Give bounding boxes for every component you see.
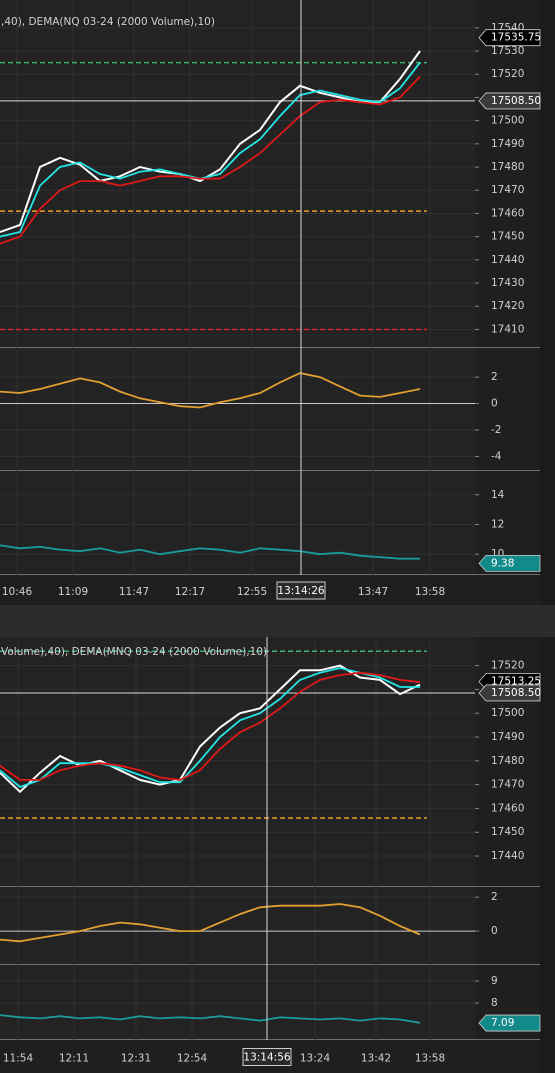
chart-title: ,40), DEMA(NQ 03-24 (2000 Volume),10)	[1, 16, 215, 28]
x-tick-label: 12:31	[121, 1053, 151, 1065]
y-tick-label: 17420	[491, 300, 524, 312]
price-label-box	[478, 1014, 541, 1032]
indicator-line	[0, 903, 421, 943]
y-tick-label: 17500	[491, 707, 524, 719]
y-tick-label: 17460	[491, 207, 524, 219]
x-tick-label: 12:55	[237, 586, 267, 598]
y-tick-label: 0	[491, 925, 498, 937]
x-tick-label: 12:11	[59, 1053, 89, 1065]
y-tick-label: 2	[491, 891, 498, 903]
x-tick-label: 11:09	[58, 586, 88, 598]
indicator-line	[0, 50, 421, 233]
indicator-line	[0, 544, 420, 560]
y-tick-label: 17520	[491, 660, 524, 672]
y-tick-label: -2	[491, 424, 501, 436]
crosshair-label: 13:14:26	[277, 585, 324, 597]
y-tick-label: 0	[491, 398, 498, 410]
y-tick-label: 9	[491, 975, 498, 987]
panel-bg	[0, 887, 475, 965]
price-label-box	[478, 92, 541, 110]
y-tick-label: 17440	[491, 850, 524, 862]
indicator-line	[0, 671, 421, 781]
panel-bg	[0, 348, 475, 471]
time-axis	[0, 575, 540, 605]
indicator-line	[0, 75, 421, 245]
crosshair-box	[276, 581, 326, 600]
price-label: 17508.50	[491, 95, 541, 107]
x-tick-label: 11:47	[119, 586, 149, 598]
indicator-line	[0, 372, 421, 409]
y-tick-label: 8	[491, 997, 498, 1009]
x-tick-label: 13:42	[361, 1053, 391, 1065]
y-tick-label: 12	[491, 518, 504, 530]
price-label: 9.38	[491, 557, 514, 569]
price-label: 17508.50	[491, 687, 541, 699]
y-tick-label: 17470	[491, 184, 524, 196]
panel-bg	[0, 0, 475, 348]
axis-bg	[475, 887, 540, 965]
x-tick-label: 12:17	[175, 586, 205, 598]
x-tick-label: 13:47	[358, 586, 388, 598]
x-tick-label: 12:54	[177, 1053, 208, 1065]
indicator-line	[0, 664, 421, 794]
panel-bg	[0, 965, 475, 1040]
price-label-box	[478, 555, 541, 572]
chart-title: Volume),40), DEMA(MNQ 03-24 (2000 Volume…	[1, 646, 267, 658]
y-tick-label: 17410	[491, 323, 524, 335]
y-tick-label: 17440	[491, 254, 524, 266]
price-label: 17535.75	[491, 32, 541, 44]
y-tick-label: 17500	[491, 115, 524, 127]
y-tick-label: 17470	[491, 779, 524, 791]
axis-bg	[475, 0, 540, 348]
price-label: 7.09	[491, 1017, 514, 1029]
indicator-line	[0, 667, 420, 789]
crosshair-box	[242, 1048, 292, 1066]
y-tick-label: 17430	[491, 277, 524, 289]
price-label-box	[478, 29, 541, 47]
y-tick-label: 14	[491, 489, 505, 501]
y-tick-label: 17480	[491, 161, 524, 173]
x-tick-label: 10:46	[2, 586, 33, 598]
indicator-line	[0, 1014, 421, 1024]
y-tick-label: 2	[491, 371, 498, 383]
y-tick-label: 17480	[491, 755, 524, 767]
axis-bg	[475, 348, 540, 471]
indicator-line	[0, 62, 421, 238]
x-tick-label: 13:24	[300, 1053, 331, 1065]
crosshair-label: 13:14:56	[243, 1052, 290, 1064]
x-tick-label: 13:58	[415, 1053, 445, 1065]
separator	[0, 605, 555, 637]
y-tick-label: -4	[491, 450, 502, 462]
y-tick-label: 17490	[491, 138, 524, 150]
price-label-box	[478, 684, 541, 702]
x-tick-label: 11:54	[3, 1053, 34, 1065]
y-tick-label: 17450	[491, 231, 524, 243]
x-tick-label: 13:58	[415, 586, 445, 598]
y-tick-label: 17490	[491, 731, 524, 743]
y-tick-label: 17450	[491, 826, 524, 838]
y-tick-label: 17520	[491, 68, 524, 80]
y-tick-label: 17530	[491, 45, 524, 57]
y-tick-label: 17460	[491, 802, 524, 814]
